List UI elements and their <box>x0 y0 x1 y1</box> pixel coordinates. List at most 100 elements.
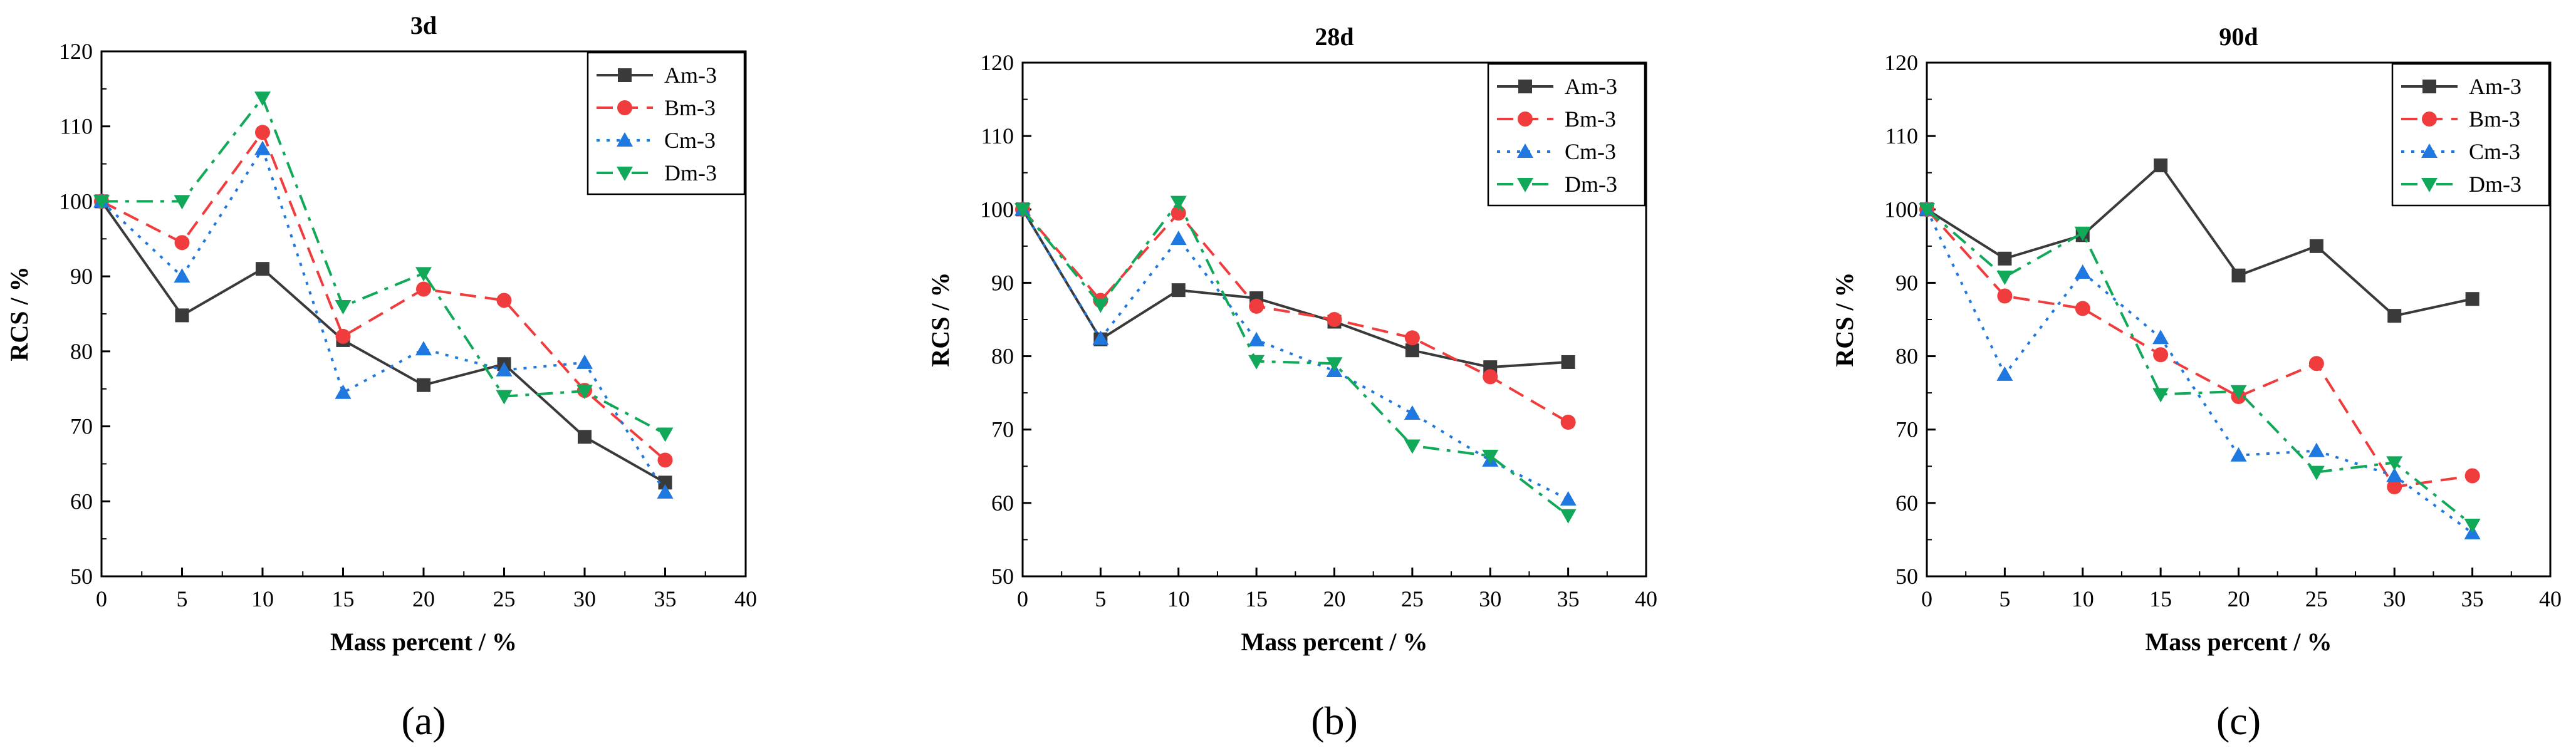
data-point <box>496 390 513 405</box>
y-tick-label: 50 <box>991 564 1014 589</box>
data-point <box>174 195 190 210</box>
y-tick-label: 70 <box>991 417 1014 442</box>
data-point <box>1092 298 1109 313</box>
x-tick-label: 5 <box>1095 586 1106 611</box>
data-point <box>578 430 592 444</box>
series-line <box>1021 209 1569 501</box>
data-point <box>417 378 430 392</box>
data-point <box>1248 331 1265 346</box>
legend: Am-3 Bm-3 Cm-3 Dm-3 <box>2391 63 2550 207</box>
x-tick-label: 0 <box>1921 586 1932 611</box>
data-point <box>1560 509 1577 524</box>
data-point <box>2386 467 2403 482</box>
y-tick-label: 100 <box>1884 197 1918 222</box>
data-point <box>2230 385 2247 400</box>
x-tick-label: 10 <box>251 586 274 611</box>
x-tick-label: 20 <box>412 586 435 611</box>
y-axis-label: RCS / % <box>926 272 954 366</box>
x-axis-label: Mass percent / % <box>330 628 517 656</box>
y-tick-label: 90 <box>1895 270 1918 295</box>
legend-label: Dm-3 <box>664 160 717 185</box>
legend: Am-3 Bm-3 Cm-3 Dm-3 <box>1487 63 1646 207</box>
data-point <box>1014 203 1031 218</box>
y-tick-label: 50 <box>1895 564 1918 589</box>
data-point <box>1404 405 1421 420</box>
data-point <box>1171 283 1186 298</box>
data-point <box>174 235 190 251</box>
data-point <box>1561 355 1575 369</box>
data-point <box>1482 449 1499 464</box>
chart-panel-1: 0 5 10 15 20 25 30 35 40 50 60 70 80 90 100 110 120 3d Mas… <box>5 11 757 743</box>
x-tick-label: 40 <box>2539 586 2562 611</box>
data-point <box>1404 439 1421 454</box>
y-tick-label: 60 <box>991 491 1014 516</box>
data-point <box>2465 292 2480 306</box>
chart-panel-2: 0 5 10 15 20 25 30 35 40 50 60 70 80 90 100 110 120 28d Ma… <box>926 23 1657 743</box>
y-tick-label: 110 <box>60 114 93 139</box>
data-point <box>1249 298 1265 314</box>
y-tick-label: 110 <box>981 123 1014 148</box>
data-point <box>335 328 351 344</box>
y-tick-label: 80 <box>1895 344 1918 369</box>
legend-label: Cm-3 <box>1565 139 1616 164</box>
data-point <box>2152 388 2169 403</box>
data-point <box>496 361 513 376</box>
data-point <box>1919 203 1935 218</box>
data-point <box>1248 355 1265 370</box>
series-line <box>100 200 666 484</box>
data-point <box>2387 479 2402 495</box>
data-point <box>657 452 673 468</box>
legend-label: Bm-3 <box>1565 106 1616 132</box>
x-tick-label: 25 <box>2305 586 2328 611</box>
data-point <box>254 91 271 106</box>
legend-marker <box>1517 143 1533 158</box>
data-point <box>2387 309 2402 323</box>
data-point <box>174 268 190 283</box>
data-point <box>335 384 352 399</box>
x-axis-label: Mass percent / % <box>2145 628 2332 656</box>
series-line <box>101 131 666 461</box>
series-Dm-3 <box>1014 195 1577 524</box>
x-tick-label: 15 <box>1245 586 1268 611</box>
x-tick-label: 25 <box>493 586 516 611</box>
legend-label: Bm-3 <box>664 95 716 120</box>
x-tick-label: 10 <box>1167 586 1190 611</box>
data-point <box>415 267 432 282</box>
y-axis-label: RCS / % <box>5 266 33 361</box>
series-line <box>1021 200 1569 517</box>
x-tick-label: 30 <box>573 586 596 611</box>
data-point <box>1405 343 1419 358</box>
data-point <box>2074 264 2091 279</box>
x-tick-label: 5 <box>177 586 188 611</box>
data-point <box>2153 347 2169 363</box>
legend-marker <box>2421 178 2438 192</box>
series-line <box>100 147 667 493</box>
data-point <box>1997 288 2013 304</box>
chart-title: 3d <box>410 11 437 39</box>
x-tick-label: 30 <box>1479 586 1501 611</box>
data-point <box>2230 447 2247 462</box>
data-point <box>1998 251 2012 266</box>
data-point <box>1092 330 1109 345</box>
y-tick-label: 120 <box>980 50 1014 75</box>
data-point <box>1483 369 1498 385</box>
data-point <box>658 475 672 490</box>
series-line <box>1021 209 1568 369</box>
panel-label: (b) <box>1311 698 1358 743</box>
series-line <box>1926 209 2473 534</box>
y-tick-label: 120 <box>59 39 93 64</box>
data-point <box>416 281 431 297</box>
legend-label: Am-3 <box>2469 74 2521 99</box>
x-tick-label: 20 <box>1323 586 1346 611</box>
data-point <box>576 385 593 400</box>
data-point <box>1326 357 1343 372</box>
x-tick-label: 25 <box>1401 586 1424 611</box>
data-point <box>93 195 110 210</box>
series-line <box>1926 208 2473 526</box>
panel-label: (a) <box>401 698 446 743</box>
y-tick-label: 110 <box>1885 123 1918 148</box>
y-tick-label: 70 <box>1895 417 1918 442</box>
data-point <box>2308 356 2324 371</box>
data-point <box>657 427 674 442</box>
data-point <box>2464 519 2481 533</box>
